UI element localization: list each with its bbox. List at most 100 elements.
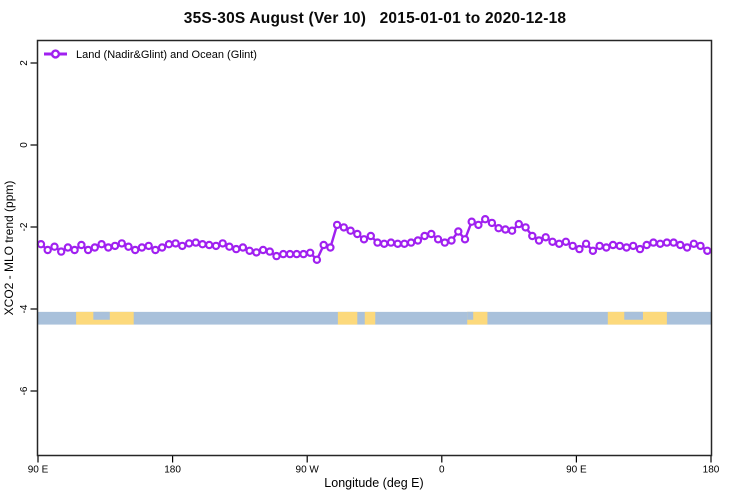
data-point-marker [319,240,328,250]
data-point-marker [171,239,180,248]
x-axis-label: Longitude (deg E) [324,476,423,490]
data-point-marker [373,238,382,247]
x-tick-label: 90 E [566,465,587,476]
data-point-marker [689,239,699,248]
data-point-marker [568,241,577,251]
data-point-marker [501,225,510,234]
legend: Land (Nadir&Glint) and Ocean (Glint) [44,49,257,61]
y-axis-label: XCO2 - MLO trend (ppm) [2,181,16,316]
chart-title: 35S-30S August (Ver 10) 2015-01-01 to 20… [183,10,567,27]
data-point-marker [548,237,557,246]
data-point-marker [104,243,113,252]
data-point-marker [299,249,308,259]
data-point-marker [649,238,658,247]
data-point-marker [575,244,584,254]
data-point-marker [534,236,544,245]
data-point-marker [393,239,402,248]
y-tick-label: -4 [19,304,30,313]
data-point-marker [50,242,59,251]
land-segment [337,311,358,325]
legend-label: Land (Nadir&Glint) and Ocean (Glint) [76,49,257,61]
data-point-marker [124,242,133,251]
data-point-marker [662,238,672,247]
data-point-marker [77,240,86,250]
data-point-marker [676,240,685,250]
data-point-marker [581,239,591,248]
data-point-marker [514,219,524,229]
data-point-marker [265,247,274,256]
data-point-marker [191,238,200,247]
data-point-marker [353,229,362,239]
data-point-marker [178,241,187,251]
x-tick-label: 90 W [296,465,320,476]
data-point-marker [608,240,618,250]
data-point-marker [696,241,705,251]
data-point-marker [595,241,604,251]
data-point-marker [204,240,214,250]
data-point-marker [481,214,490,224]
data-point-marker [90,243,100,252]
data-point-marker [292,249,301,259]
data-point-marker [70,245,79,255]
data-point-marker [326,243,335,252]
data-point-marker [420,231,429,241]
data-point-marker [279,249,288,259]
ocean-notch [93,311,110,320]
data-point-marker [561,237,571,246]
data-point-marker [211,241,221,251]
y-tick-label: -2 [19,222,30,231]
legend-marker-icon [50,49,61,59]
data-point-marker [312,255,322,264]
data-point-marker [541,233,550,242]
data-point-marker [285,249,295,259]
x-tick-label: 180 [703,465,720,476]
data-point-marker [487,218,497,228]
data-point-marker [306,248,315,257]
data-point-marker [656,239,665,248]
data-point-marker [433,235,443,244]
series-line [40,217,709,261]
data-point-marker [602,243,611,252]
data-point-marker [494,223,503,233]
y-tick-label: -6 [19,386,30,395]
data-point-marker [117,239,127,248]
data-point-marker [252,248,261,257]
data-point-marker [380,239,389,248]
data-point-marker [110,241,120,251]
data-point-marker [413,236,423,245]
data-point-marker [245,246,254,255]
y-tick-label: 2 [19,60,30,66]
data-point-marker [635,244,645,254]
ocean-notch [467,311,474,320]
data-point-marker [400,239,409,248]
ocean-notch [624,311,643,320]
data-point-marker [332,220,342,230]
data-point-marker [346,226,355,235]
data-point-marker [528,231,537,241]
data-point-marker [386,238,396,247]
data-point-marker [218,239,227,248]
data-point-marker [231,244,241,254]
data-point-marker [703,246,712,255]
data-point-marker [507,226,517,235]
data-point-marker [164,239,174,249]
data-point-marker [642,240,651,250]
data-point-marker [137,243,147,252]
data-point-marker [144,241,153,251]
data-point-marker [406,238,416,247]
data-point-marker [474,220,483,230]
data-point-marker [555,239,564,248]
data-point-marker [238,243,248,252]
y-tick-label: 0 [19,142,30,148]
data-point-marker [225,242,234,251]
data-point-marker [43,245,52,255]
data-point-marker [184,239,194,248]
data-point-marker [272,251,281,261]
data-point-marker [669,238,678,247]
data-point-marker [622,243,631,252]
land-segment [364,311,376,325]
data-point-marker [427,229,436,239]
data-point-marker [588,246,598,255]
data-point-marker [460,235,470,244]
